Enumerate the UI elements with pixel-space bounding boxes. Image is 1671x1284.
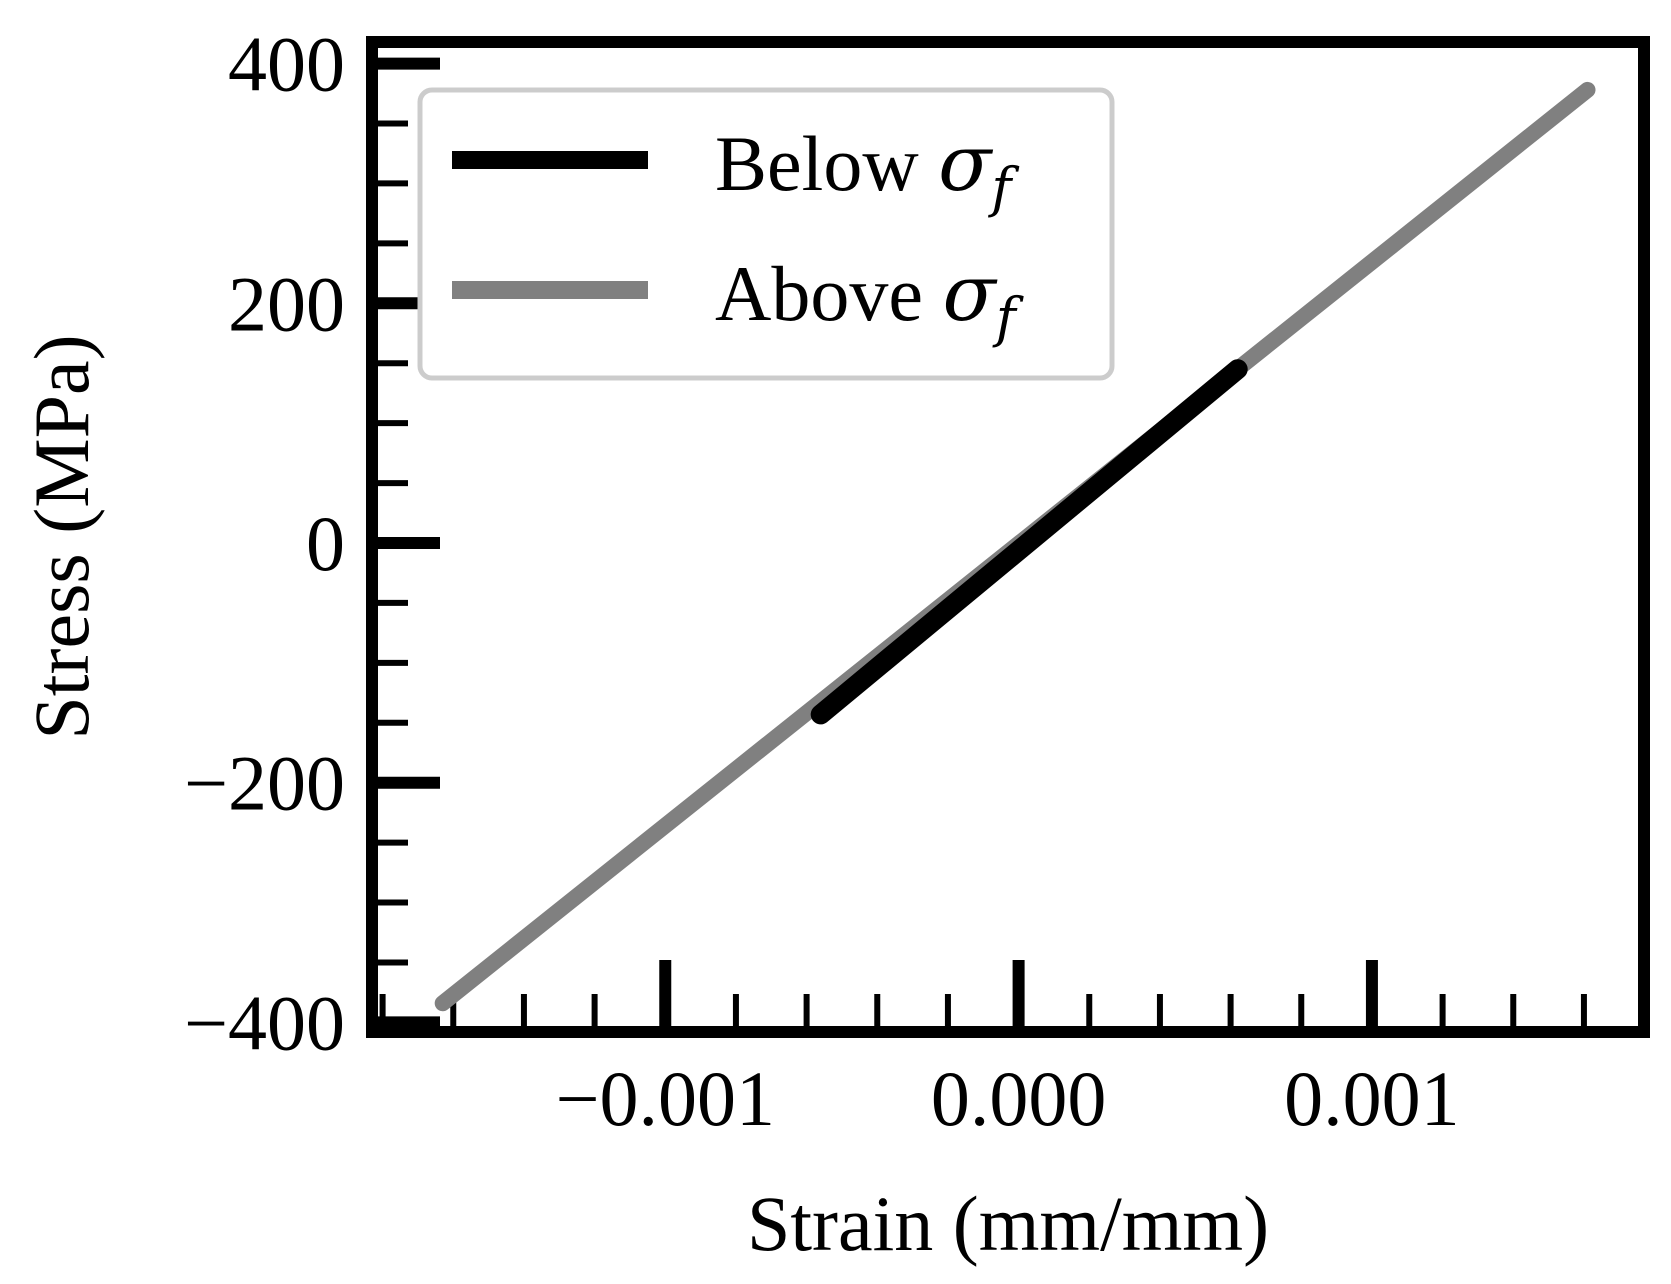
x-tick-label: 0.001 [1284, 1055, 1460, 1142]
plot-frame [366, 36, 1650, 1038]
x-tick-label: −0.001 [556, 1055, 776, 1142]
legend-label: Below σf [715, 119, 1019, 219]
legend-item-2: Above σf [452, 249, 1024, 349]
y-tick-label: 200 [228, 260, 345, 347]
y-axis-label: Stress (MPa) [18, 334, 105, 739]
tick-labels: −0.001 0.000 0.001 −400 −200 0 200 400 [184, 21, 1460, 1142]
axis-ticks [372, 57, 1587, 1032]
y-tick-label: −200 [184, 740, 345, 827]
x-axis-label: Strain (mm/mm) [747, 1180, 1269, 1267]
y-tick-label: 0 [306, 500, 345, 587]
data-series [434, 81, 1596, 1012]
y-tick-label: 400 [228, 21, 345, 108]
legend: Below σf Above σf [417, 87, 1115, 381]
legend-label: Above σf [715, 249, 1024, 349]
x-tick-label: 0.000 [931, 1055, 1107, 1142]
y-tick-label: −400 [184, 979, 345, 1066]
series-line-1 [810, 359, 1248, 725]
